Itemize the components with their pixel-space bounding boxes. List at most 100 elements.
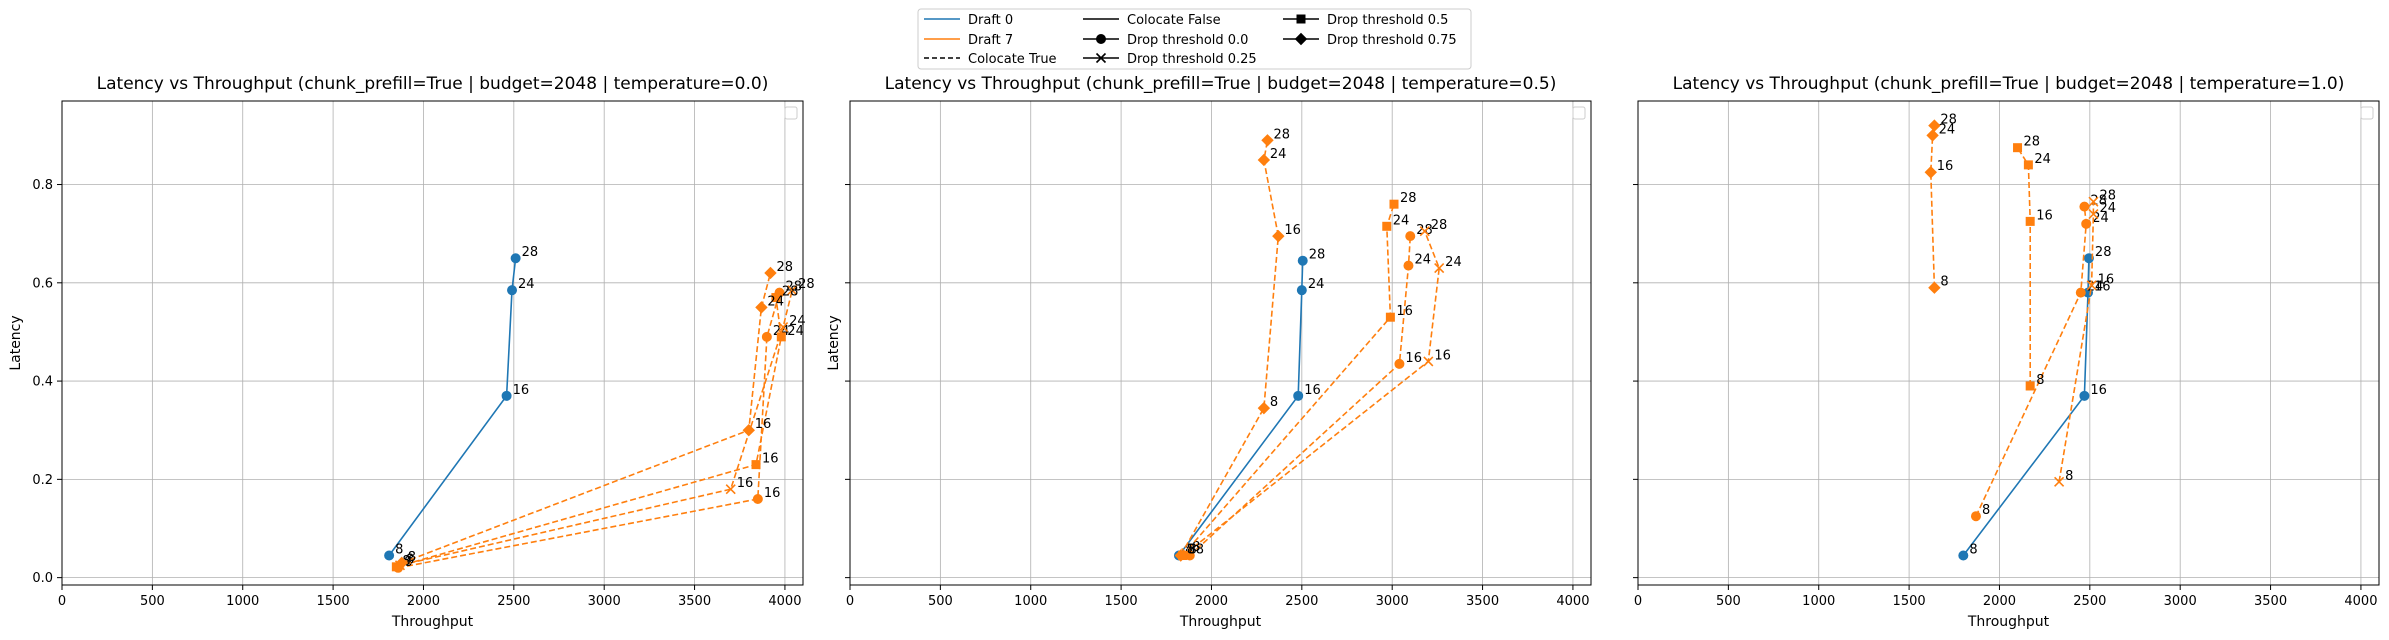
axes-frame xyxy=(61,100,804,586)
data-point-marker xyxy=(1272,229,1285,243)
data-point-marker xyxy=(501,390,512,401)
panel-title: Latency vs Throughput (chunk_prefill=Tru… xyxy=(1673,74,2345,94)
x-tick-label: 1000 xyxy=(1014,594,1047,609)
data-point-marker xyxy=(1174,549,1187,562)
legend: Draft 0 Draft 7 Colocate True Colocate Fals… xyxy=(917,8,1472,70)
data-point-label: 28 xyxy=(2095,245,2112,260)
data-point-marker xyxy=(2086,280,2097,291)
data-point-marker xyxy=(1423,356,1434,367)
legend-marker xyxy=(1294,32,1308,46)
chart-panel-3: 0 500 1000 1500 2000 2500 3000 3500 400081616288… xyxy=(1633,74,2380,630)
x-tick-label: 3500 xyxy=(2254,594,2287,609)
data-point-label: 24 xyxy=(518,277,535,292)
legend-item: Colocate False xyxy=(1083,13,1221,28)
x-axis-label: Throughput xyxy=(391,614,474,630)
data-point-marker xyxy=(755,301,768,314)
legend-item: Draft 7 xyxy=(924,33,1013,48)
data-point-marker xyxy=(1924,166,1937,179)
data-point-marker xyxy=(1257,153,1271,167)
data-point-label: 28 xyxy=(1431,218,1448,233)
data-point-label: 28 xyxy=(1309,248,1326,263)
data-point-label: 28 xyxy=(798,277,815,292)
data-point-marker xyxy=(2088,196,2099,207)
legend-label: Drop threshold 0.25 xyxy=(1127,52,1257,67)
data-point-label: 24 xyxy=(1270,147,1287,162)
x-axis-label: Throughput xyxy=(1967,614,2050,630)
legend-marker xyxy=(1095,52,1107,64)
x-axis-label: Throughput xyxy=(1179,614,1262,630)
data-point-label: 28 xyxy=(1400,191,1417,206)
data-point-marker xyxy=(384,550,395,561)
data-point-label: 24 xyxy=(767,294,784,309)
data-point-label: 8 xyxy=(1270,395,1278,410)
empty-legend-box xyxy=(2360,106,2374,120)
data-point-marker xyxy=(1382,221,1392,231)
series-5: 8 8 16 24 28 xyxy=(1174,127,1301,562)
data-point-label: 28 xyxy=(2099,189,2116,204)
x-tick-label: 1000 xyxy=(1802,594,1835,609)
data-point-marker xyxy=(1389,199,1399,209)
data-point-marker xyxy=(1385,312,1395,322)
data-point-marker xyxy=(764,266,777,280)
x-tick-label: 2500 xyxy=(2073,594,2106,609)
data-point-label: 24 xyxy=(1939,122,1956,137)
x-tick-label: 1500 xyxy=(317,594,350,609)
data-point-marker xyxy=(742,424,755,437)
data-point-marker xyxy=(2023,160,2033,170)
data-point-marker xyxy=(1403,260,1414,271)
series-line xyxy=(1178,260,1304,556)
chart-panel-1: 0 500 1000 1500 2000 2500 3000 3500 4000 0.0 0.2 0.… xyxy=(8,74,815,630)
legend-label: Draft 0 xyxy=(968,13,1013,28)
series-line xyxy=(399,290,793,567)
data-point-label: 28 xyxy=(776,260,793,275)
series-line xyxy=(1185,230,1441,554)
data-point-marker xyxy=(751,460,761,470)
series-line xyxy=(1180,140,1280,556)
data-point-marker xyxy=(2025,381,2035,391)
data-point-marker xyxy=(2083,253,2094,264)
data-point-marker xyxy=(2088,208,2099,220)
data-point-label: 16 xyxy=(2094,280,2111,295)
data-point-label: 28 xyxy=(1273,127,1290,142)
x-tick-label: 500 xyxy=(928,594,953,609)
data-point-marker xyxy=(725,484,736,495)
data-point-label: 8 xyxy=(1969,543,1977,558)
x-tick-label: 2000 xyxy=(1983,594,2016,609)
y-tick-label: 0.8 xyxy=(32,178,53,193)
data-point-label: 8 xyxy=(2065,469,2073,484)
data-point-marker xyxy=(771,293,781,303)
x-tick-label: 2000 xyxy=(407,594,440,609)
legend-label: Colocate True xyxy=(968,52,1057,67)
data-point-marker xyxy=(1257,401,1271,415)
series-line xyxy=(1929,125,1936,288)
series-line xyxy=(2058,201,2095,482)
data-point-label: 8 xyxy=(404,555,412,570)
data-point-label: 16 xyxy=(1405,351,1422,366)
x-tick-label: 3000 xyxy=(1376,594,1409,609)
empty-legend-box xyxy=(784,106,798,120)
data-point-marker xyxy=(2025,216,2035,226)
x-tick-label: 3000 xyxy=(588,594,621,609)
series-line xyxy=(388,258,517,556)
data-point-label: 8 xyxy=(1196,543,1204,558)
data-point-label: 8 xyxy=(2036,373,2044,388)
data-point-marker xyxy=(787,285,798,296)
data-point-label: 24 xyxy=(2034,152,2051,167)
data-point-marker xyxy=(2013,143,2023,153)
data-point-marker xyxy=(507,285,518,296)
data-point-marker xyxy=(752,494,763,505)
legend-label: Drop threshold 0.0 xyxy=(1127,33,1248,48)
data-point-marker xyxy=(1296,285,1307,296)
data-point-label: 16 xyxy=(1284,223,1301,238)
data-point-label: 24 xyxy=(1445,255,1462,270)
legend-item: Drop threshold 0.25 xyxy=(1083,52,1257,67)
data-point-label: 8 xyxy=(408,550,416,565)
data-point-label: 24 xyxy=(1393,213,1410,228)
chart-panel-2: 0 500 1000 1500 2000 2500 3000 3500 400081624288… xyxy=(826,74,1592,630)
data-point-label: 8 xyxy=(1982,503,1990,518)
